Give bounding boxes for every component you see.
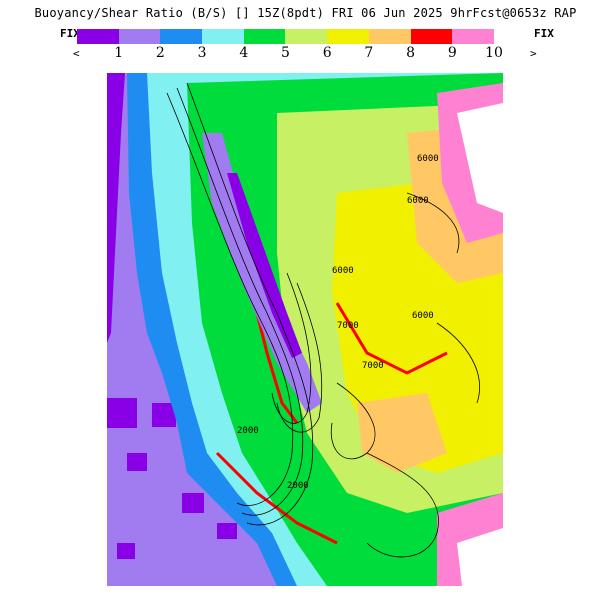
contour-label: 2000 bbox=[237, 426, 259, 436]
field-white bbox=[457, 103, 503, 213]
forecast-map: 6000 6000 6000 6000 7000 7000 2000 2000 bbox=[107, 73, 503, 586]
field-orange bbox=[357, 393, 447, 473]
scroll-right-arrow[interactable]: > bbox=[530, 47, 537, 60]
contour-label: 2000 bbox=[287, 481, 309, 491]
coastal-strip bbox=[107, 73, 125, 343]
color-swatch bbox=[285, 29, 328, 44]
color-swatch bbox=[410, 29, 453, 44]
fix-left-label: FIX bbox=[60, 27, 80, 40]
scale-tick-label: 1 bbox=[114, 45, 124, 61]
scale-tick-label: 10 bbox=[485, 45, 503, 61]
ocean-block bbox=[217, 523, 237, 539]
ocean-block bbox=[127, 453, 147, 471]
color-swatch bbox=[368, 29, 411, 44]
color-swatch bbox=[327, 29, 369, 44]
color-swatch bbox=[452, 29, 494, 44]
color-swatch bbox=[160, 29, 203, 44]
color-swatch bbox=[202, 29, 244, 44]
scale-tick-label: 4 bbox=[239, 45, 249, 61]
color-swatch bbox=[243, 29, 286, 44]
scale-tick-label: 9 bbox=[447, 45, 457, 61]
field-white bbox=[457, 528, 503, 586]
color-scale-ticks: < > 1 2 3 4 5 6 7 8 9 10 bbox=[0, 45, 611, 63]
contour-label: 6000 bbox=[332, 266, 354, 276]
red-band bbox=[215, 451, 338, 545]
scroll-left-arrow[interactable]: < bbox=[73, 47, 80, 60]
ocean-block bbox=[117, 543, 135, 559]
contour-label: 6000 bbox=[412, 311, 434, 321]
scale-tick-label: 7 bbox=[364, 45, 374, 61]
valley-strip bbox=[227, 173, 302, 358]
terrain-contours bbox=[166, 82, 480, 558]
ocean-block bbox=[107, 398, 137, 428]
scale-tick-label: 2 bbox=[155, 45, 165, 61]
fix-right-label: FIX bbox=[534, 27, 554, 40]
ocean-block bbox=[152, 403, 176, 427]
ocean-block bbox=[182, 493, 204, 513]
color-swatch bbox=[77, 29, 119, 44]
scale-tick-label: 3 bbox=[197, 45, 207, 61]
scale-tick-label: 8 bbox=[406, 45, 416, 61]
contour-label: 7000 bbox=[362, 361, 384, 371]
color-scale-bar bbox=[77, 29, 494, 44]
contour-label: 6000 bbox=[407, 196, 429, 206]
scale-tick-label: 5 bbox=[281, 45, 290, 61]
color-swatch bbox=[118, 29, 161, 44]
red-band bbox=[335, 302, 448, 375]
chart-title: Buoyancy/Shear Ratio (B/S) [] 15Z(8pdt) … bbox=[34, 6, 577, 20]
contour-label: 7000 bbox=[337, 321, 359, 331]
scale-tick-label: 6 bbox=[322, 45, 332, 61]
contour-labels: 6000 6000 6000 6000 7000 7000 2000 2000 bbox=[237, 154, 439, 491]
contour-label: 6000 bbox=[417, 154, 439, 164]
